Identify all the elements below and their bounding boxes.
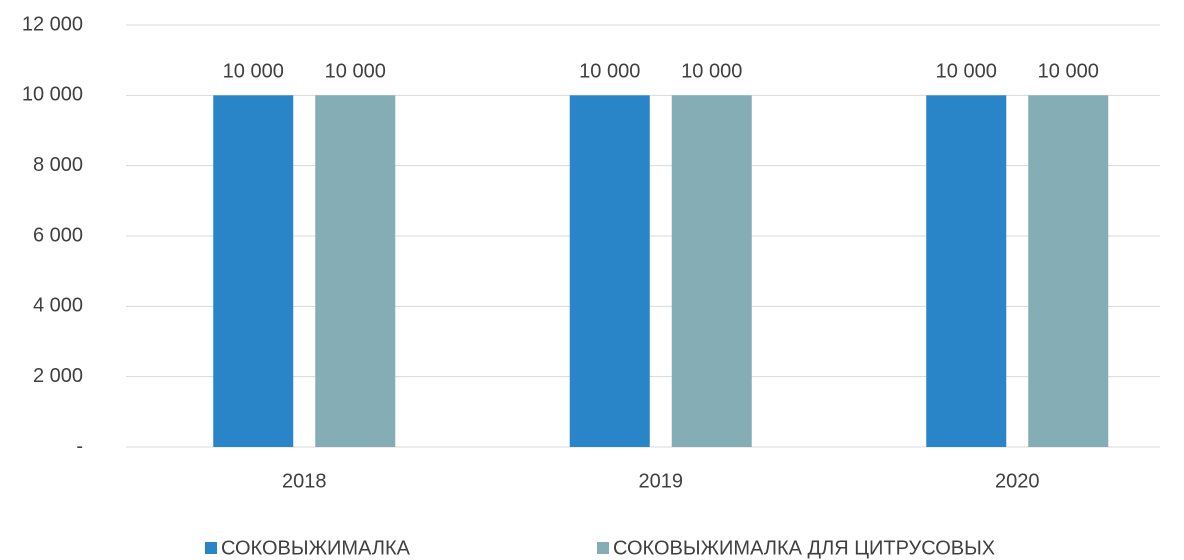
y-tick-label: 8 000 — [33, 154, 83, 176]
legend-swatch — [597, 542, 609, 554]
x-tick-label: 2019 — [639, 470, 684, 492]
y-tick-label: 4 000 — [33, 295, 83, 317]
bar — [569, 95, 650, 447]
y-tick-label: 6 000 — [33, 224, 83, 246]
value-label: 10 000 — [1038, 61, 1099, 83]
x-tick-label: 2020 — [995, 470, 1040, 492]
legend-swatch — [205, 542, 217, 554]
bar — [213, 95, 294, 447]
y-tick-label: 2 000 — [33, 365, 83, 387]
y-tick-label: 12 000 — [22, 13, 83, 35]
x-tick-label: 2018 — [282, 470, 327, 492]
legend-label: СОКОВЫЖИМАЛКА — [221, 537, 411, 559]
legend-label: СОКОВЫЖИМАЛКА ДЛЯ ЦИТРУСОВЫХ — [613, 537, 995, 559]
value-label: 10 000 — [223, 61, 284, 83]
y-tick-label: - — [76, 435, 83, 457]
bar — [926, 95, 1007, 447]
value-label: 10 000 — [681, 61, 742, 83]
value-label: 10 000 — [325, 61, 386, 83]
value-label: 10 000 — [579, 61, 640, 83]
value-label: 10 000 — [936, 61, 997, 83]
bar — [315, 95, 396, 447]
bar — [1028, 95, 1109, 447]
y-tick-label: 10 000 — [22, 84, 83, 106]
bar — [671, 95, 752, 447]
